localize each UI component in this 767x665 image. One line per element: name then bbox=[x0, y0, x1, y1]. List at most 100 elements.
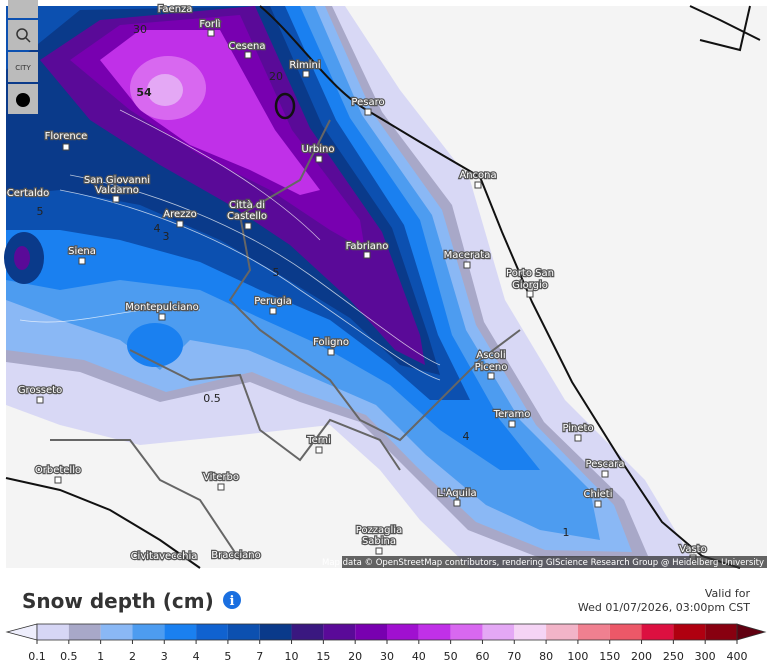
colorbar-over bbox=[736, 623, 767, 641]
city-marker bbox=[207, 29, 215, 37]
contour-label: 54 bbox=[136, 86, 152, 99]
attribution: Map data © OpenStreetMap contributors, r… bbox=[322, 558, 764, 568]
city-marker bbox=[62, 143, 70, 151]
zoom-icon bbox=[16, 28, 28, 40]
city-label: Sabina bbox=[362, 536, 396, 547]
city-label: Porto San bbox=[506, 268, 554, 279]
city-marker bbox=[574, 434, 582, 442]
city-label: Urbino bbox=[301, 144, 334, 155]
info-button[interactable] bbox=[223, 591, 241, 609]
city-label: Civitavecchia bbox=[131, 551, 198, 562]
colorbar-segment bbox=[37, 624, 69, 640]
colorbar-tick-label: 80 bbox=[539, 650, 553, 663]
colorbar-under bbox=[5, 623, 38, 641]
zoom-in-button[interactable] bbox=[8, 0, 38, 18]
city-marker bbox=[327, 348, 335, 356]
colorbar-segment bbox=[482, 624, 515, 640]
colorbar-segment bbox=[132, 624, 165, 640]
map-controls: CITY bbox=[8, 0, 38, 114]
city-label: Ancona bbox=[459, 170, 496, 181]
city-label: Pozzaglia bbox=[356, 525, 402, 536]
colorbar-segment bbox=[450, 624, 483, 640]
city-label: Chieti bbox=[584, 489, 613, 500]
city-marker bbox=[453, 499, 461, 507]
city-marker bbox=[526, 290, 534, 298]
city-label: Rimini bbox=[289, 60, 320, 71]
colorbar-tick-label: 20 bbox=[348, 650, 362, 663]
city-label: L'Aquila bbox=[437, 488, 476, 499]
contour-label: 0.5 bbox=[203, 392, 221, 405]
city-label: Città di bbox=[229, 199, 265, 211]
colorbar-segment bbox=[609, 624, 642, 640]
city-label: Giorgio bbox=[512, 280, 548, 291]
city-label: Viterbo bbox=[203, 472, 239, 483]
colorbar-tick-label: 40 bbox=[412, 650, 426, 663]
colorbar-tick-label: 100 bbox=[567, 650, 588, 663]
city-marker bbox=[302, 70, 310, 78]
city-label: Montepulciano bbox=[125, 302, 198, 313]
city-marker bbox=[363, 251, 371, 259]
colorbar-segment bbox=[514, 624, 547, 640]
city-label: Teramo bbox=[493, 409, 531, 420]
city-label: Forlì bbox=[199, 18, 220, 30]
city-label: Florence bbox=[45, 131, 88, 142]
city-marker bbox=[364, 108, 372, 116]
city-label: Pescara bbox=[586, 459, 625, 470]
city-label: Terni bbox=[306, 435, 331, 446]
contour-label: 30 bbox=[133, 23, 147, 36]
colorbar-segment bbox=[546, 624, 578, 640]
colorbar-tick-label: 0.5 bbox=[60, 650, 78, 663]
colorbar-tick-label: 400 bbox=[727, 650, 748, 663]
city-marker bbox=[594, 500, 602, 508]
colorbar-segment bbox=[705, 624, 737, 640]
city-marker bbox=[244, 51, 252, 59]
colorbar-tick-label: 4 bbox=[193, 650, 200, 663]
contour-label: 3 bbox=[163, 230, 170, 243]
colorbar-tick-label: 150 bbox=[599, 650, 620, 663]
colorbar-segment bbox=[355, 624, 387, 640]
colorbar-segment bbox=[323, 624, 356, 640]
marker-icon bbox=[16, 93, 30, 107]
colorbar-segment bbox=[196, 624, 228, 640]
city-marker bbox=[112, 195, 120, 203]
colorbar-segment bbox=[100, 624, 133, 640]
colorbar-tick-label: 30 bbox=[380, 650, 394, 663]
colorbar-segment bbox=[164, 624, 197, 640]
city-marker bbox=[474, 181, 482, 189]
zoom-out-button[interactable] bbox=[8, 20, 38, 50]
attribution-box bbox=[342, 556, 767, 568]
city-label: Bracciano bbox=[211, 550, 260, 561]
colorbar-segment bbox=[387, 624, 419, 640]
colorbar-tick-label: 200 bbox=[631, 650, 652, 663]
info-icon: i bbox=[230, 594, 235, 609]
contour-label: 20 bbox=[269, 70, 283, 83]
city-label: San Giovanni bbox=[84, 175, 150, 186]
city-marker bbox=[375, 547, 383, 555]
colorbar-segment bbox=[227, 624, 260, 640]
city-label: Perugia bbox=[254, 296, 292, 307]
city-button[interactable] bbox=[8, 52, 38, 82]
zoom-icon-handle bbox=[25, 37, 31, 43]
borders bbox=[5, 5, 761, 569]
colorbar-tick-label: 10 bbox=[285, 650, 299, 663]
contour-label: 1 bbox=[563, 526, 570, 539]
city-marker bbox=[315, 446, 323, 454]
city-button-label: CITY bbox=[15, 64, 31, 72]
city-labels: Faenza Forlì Cesena Rimini Pesaro Florence Urb… bbox=[6, 3, 708, 563]
city-label: Faenza bbox=[158, 4, 193, 15]
colorbar-tick-label: 1 bbox=[97, 650, 104, 663]
city-label: Orbetello bbox=[35, 465, 81, 476]
city-label: Piceno bbox=[475, 362, 508, 373]
city-marker bbox=[487, 372, 495, 380]
city-label: Foligno bbox=[313, 337, 349, 348]
colorbar-tick-label: 7 bbox=[256, 650, 263, 663]
city-marker bbox=[601, 470, 609, 478]
city-label: Pesaro bbox=[351, 97, 384, 108]
legend-title: Snow depth (cm) bbox=[22, 589, 214, 613]
contour-label: 5 bbox=[273, 266, 280, 279]
city-label: Vasto bbox=[679, 544, 706, 555]
city-marker bbox=[78, 257, 86, 265]
city-label: Cesena bbox=[229, 41, 266, 52]
